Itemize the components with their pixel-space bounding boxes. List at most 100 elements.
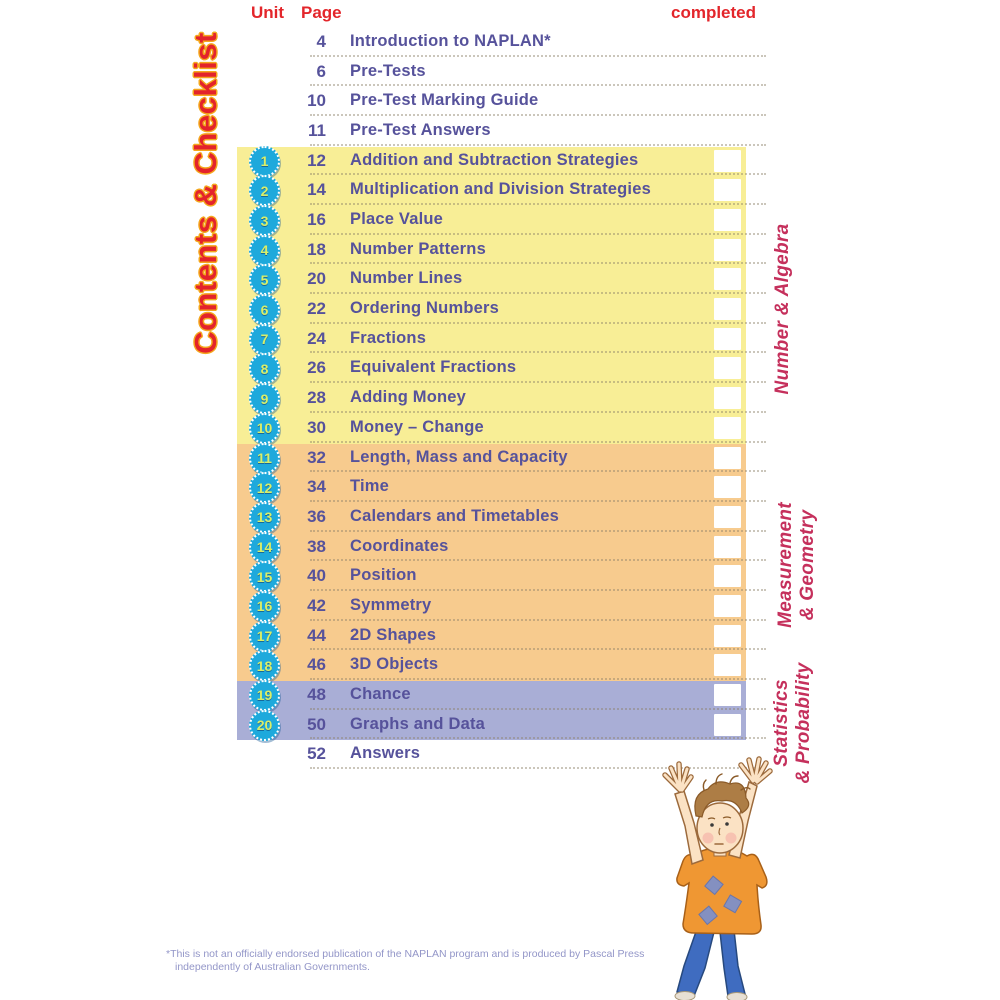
unit-number-badge: 3 — [249, 205, 280, 237]
completed-checkbox[interactable] — [714, 535, 741, 558]
table-row: 8 26 Equivalent Fractions — [0, 353, 1000, 385]
row-title: Multiplication and Division Strategies — [350, 180, 651, 199]
row-title: Graphs and Data — [350, 714, 486, 733]
dotted-rule — [310, 292, 766, 295]
dotted-rule — [310, 232, 766, 235]
unit-number: 3 — [260, 212, 269, 229]
page-column-header: Page — [301, 3, 342, 22]
footnote-line1: *This is not an officially endorsed publ… — [166, 948, 645, 960]
dotted-rule — [310, 173, 766, 176]
completed-checkbox[interactable] — [714, 327, 741, 350]
row-title: Pre-Tests — [350, 61, 426, 80]
page-number: 36 — [307, 506, 326, 526]
completed-checkbox[interactable] — [714, 357, 741, 380]
completed-checkbox[interactable] — [714, 565, 741, 588]
completed-checkbox[interactable] — [714, 416, 741, 439]
page-number: 30 — [307, 417, 326, 437]
page-number: 24 — [307, 328, 326, 348]
completed-checkbox[interactable] — [714, 476, 741, 499]
dotted-rule — [310, 677, 766, 680]
table-row: 14 38 Coordinates — [0, 531, 1000, 563]
page-number: 22 — [307, 299, 326, 319]
unit-number: 13 — [256, 509, 273, 526]
row-title: Coordinates — [350, 536, 449, 555]
unit-number: 16 — [256, 598, 273, 615]
page-number: 16 — [307, 210, 326, 230]
completed-checkbox[interactable] — [714, 387, 741, 410]
table-row: 16 42 Symmetry — [0, 590, 1000, 622]
table-row: 52 Answers — [0, 740, 1000, 770]
table-row: 17 44 2D Shapes — [0, 620, 1000, 652]
dotted-rule — [310, 84, 766, 87]
page-number: 26 — [307, 358, 326, 378]
footnote-line2: independently of Australian Governments. — [175, 961, 370, 973]
unit-number-badge: 4 — [249, 234, 280, 266]
row-title: Answers — [350, 744, 421, 763]
dotted-rule — [310, 618, 766, 621]
unit-number: 12 — [256, 479, 273, 496]
unit-number-badge: 7 — [249, 323, 280, 355]
unit-number-badge: 9 — [249, 383, 280, 415]
row-title: Adding Money — [350, 388, 467, 407]
dotted-rule — [310, 559, 766, 562]
row-title: Equivalent Fractions — [350, 358, 517, 377]
completed-checkbox[interactable] — [714, 179, 741, 202]
dotted-rule — [310, 114, 766, 117]
table-row: 11 32 Length, Mass and Capacity — [0, 442, 1000, 474]
completed-checkbox[interactable] — [714, 654, 741, 677]
page-number: 44 — [307, 625, 326, 645]
row-title: Position — [350, 566, 417, 585]
completed-checkbox[interactable] — [714, 505, 741, 528]
completed-checkbox[interactable] — [714, 298, 741, 321]
page-number: 48 — [307, 684, 326, 704]
completed-checkbox[interactable] — [714, 683, 741, 706]
completed-checkbox[interactable] — [714, 624, 741, 647]
unit-number: 17 — [256, 628, 273, 645]
page-number: 52 — [307, 744, 326, 764]
unit-column-header: Unit — [251, 3, 285, 22]
row-title: Fractions — [350, 328, 427, 347]
unit-number-badge: 14 — [249, 531, 280, 563]
row-title: Time — [350, 477, 390, 496]
row-title: Place Value — [350, 210, 444, 229]
row-title: 2D Shapes — [350, 625, 437, 644]
completed-checkbox[interactable] — [714, 149, 741, 172]
dotted-rule — [310, 588, 766, 591]
table-row: 6 Pre-Tests — [0, 58, 1000, 88]
completed-checkbox[interactable] — [714, 209, 741, 232]
strand-label-measurement-geometry: Measurement & Geometry — [775, 502, 818, 628]
unit-number: 7 — [260, 331, 269, 348]
page-number: 10 — [307, 91, 326, 111]
unit-number-badge: 10 — [249, 412, 280, 444]
page-number: 40 — [307, 566, 326, 586]
unit-number-badge: 19 — [249, 679, 280, 711]
dotted-rule — [310, 707, 766, 710]
page-number: 38 — [307, 536, 326, 556]
unit-number-badge: 18 — [249, 650, 280, 682]
number-algebra-band — [237, 146, 746, 444]
completed-checkbox[interactable] — [714, 446, 741, 469]
table-row: 4 18 Number Patterns — [0, 234, 1000, 266]
row-title: Number Lines — [350, 269, 463, 288]
page-number: 50 — [307, 714, 326, 734]
unit-number: 2 — [260, 182, 269, 199]
dotted-rule — [310, 440, 766, 443]
dotted-rule — [310, 648, 766, 651]
completed-checkbox[interactable] — [714, 594, 741, 617]
table-row: 1 12 Addition and Subtraction Strategies — [0, 145, 1000, 177]
unit-number-badge: 13 — [249, 501, 280, 533]
unit-number: 20 — [256, 717, 273, 734]
unit-number: 8 — [260, 360, 269, 377]
unit-number: 15 — [256, 568, 273, 585]
completed-checkbox[interactable] — [714, 238, 741, 261]
unit-number: 5 — [260, 271, 269, 288]
table-row: 4 Introduction to NAPLAN* — [0, 28, 1000, 58]
unit-number: 11 — [257, 450, 272, 467]
unit-number-badge: 1 — [249, 145, 280, 177]
unit-number-badge: 15 — [249, 561, 280, 593]
completed-checkbox[interactable] — [714, 268, 741, 291]
row-title: Pre-Test Marking Guide — [350, 91, 539, 110]
dotted-rule — [310, 737, 766, 740]
completed-checkbox[interactable] — [714, 713, 741, 736]
